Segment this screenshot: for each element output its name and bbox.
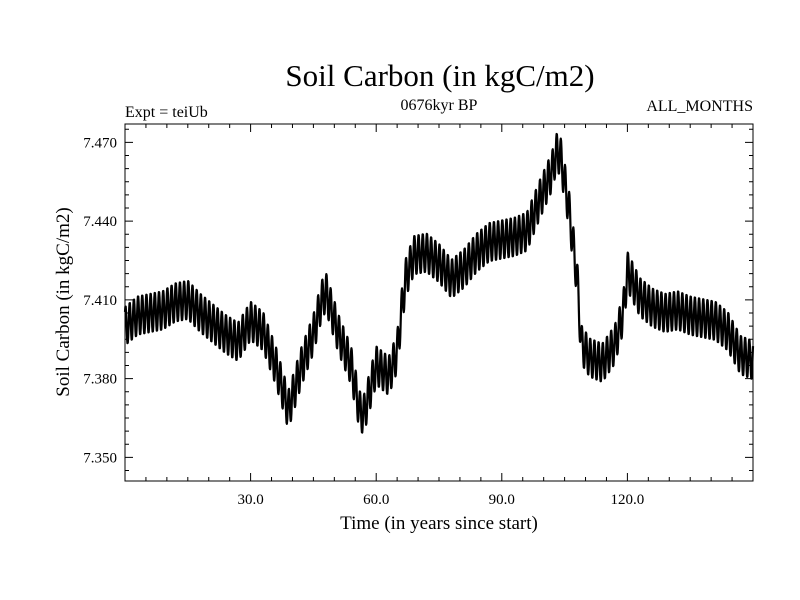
- data-series: [123, 132, 755, 434]
- y-tick-label: 7.350: [83, 450, 117, 466]
- y-tick-label: 7.410: [83, 293, 117, 309]
- chart-title: Soil Carbon (in kgC/m2): [285, 58, 594, 93]
- months-label: ALL_MONTHS: [646, 98, 753, 115]
- series-line: [123, 132, 755, 434]
- plot-frame: [124, 123, 754, 482]
- x-tick-label: 90.0: [489, 492, 515, 508]
- x-tick-label: 120.0: [611, 492, 645, 508]
- y-axis-label: Soil Carbon (in kgC/m2): [53, 207, 74, 396]
- y-tick-label: 7.470: [83, 135, 117, 151]
- y-tick-label: 7.440: [83, 214, 117, 230]
- x-tick-label: 60.0: [363, 492, 389, 508]
- axis-ticks: 7.350 7.380 7.410 7.440 7.470 30.0 60.0 90.0 120…: [83, 124, 753, 508]
- y-tick-label: 7.380: [83, 372, 117, 388]
- period-label: 0676kyr BP: [401, 97, 478, 114]
- x-tick-label: 30.0: [237, 492, 263, 508]
- x-axis-label: Time (in years since start): [340, 513, 538, 534]
- experiment-label: Expt = teiUb: [125, 104, 208, 121]
